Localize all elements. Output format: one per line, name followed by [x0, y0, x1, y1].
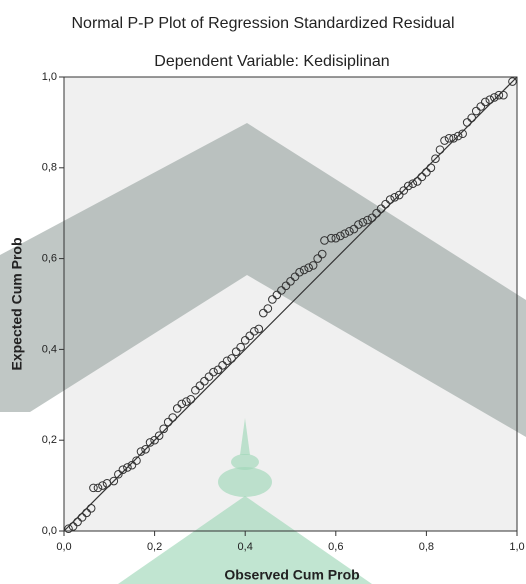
- x-tick-label: 0,8: [419, 541, 434, 553]
- y-tick-label: 0,4: [42, 343, 57, 355]
- chart: Normal P-P Plot of Regression Standardiz…: [0, 0, 526, 584]
- y-tick-label: 0,8: [42, 162, 57, 174]
- x-tick-label: 0,4: [238, 541, 253, 553]
- chart-title: Normal P-P Plot of Regression Standardiz…: [71, 15, 454, 32]
- y-axis-title: Expected Cum Prob: [9, 237, 25, 370]
- y-tick-label: 0,2: [42, 434, 57, 446]
- x-tick-label: 0,6: [328, 541, 343, 553]
- chart-subtitle: Dependent Variable: Kedisiplinan: [154, 53, 389, 70]
- x-tick-label: 0,2: [147, 541, 162, 553]
- x-tick-label: 0,0: [56, 541, 71, 553]
- x-tick-label: 1,0: [509, 541, 524, 553]
- y-tick-label: 0,6: [42, 253, 57, 265]
- x-axis-title: Observed Cum Prob: [224, 567, 359, 583]
- y-tick-label: 0,0: [42, 525, 57, 537]
- y-tick-label: 1,0: [42, 71, 57, 83]
